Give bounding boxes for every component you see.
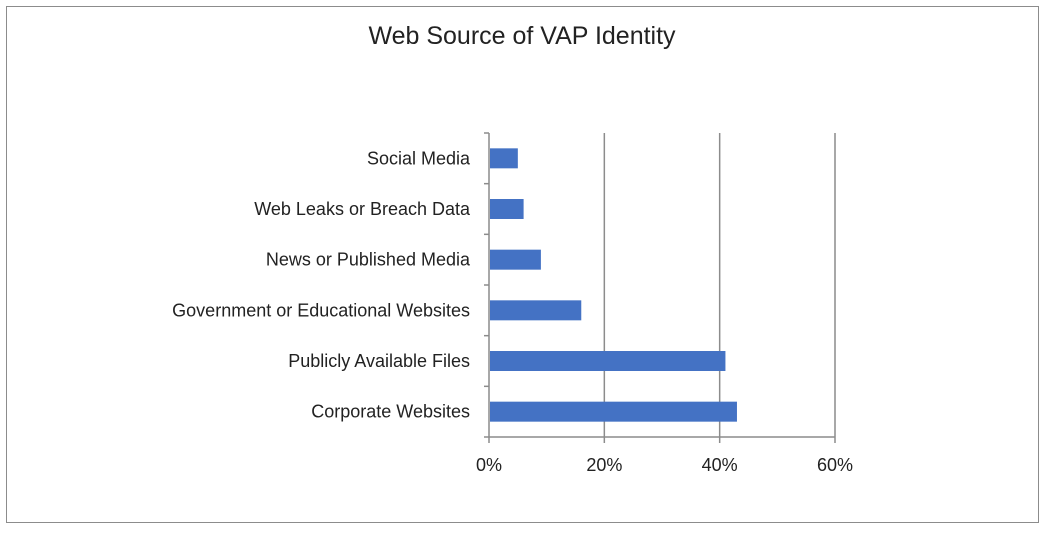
bar: [490, 249, 541, 270]
chart-title: Web Source of VAP Identity: [368, 22, 676, 50]
bar: [490, 199, 524, 219]
chart-frame: [6, 6, 1039, 523]
x-tick-label: 0%: [476, 455, 502, 475]
category-label: Publicly Available Files: [288, 351, 470, 371]
category-label: Social Media: [367, 148, 471, 168]
bar: [490, 401, 737, 422]
x-tick-label: 40%: [702, 455, 738, 475]
bar: [490, 351, 726, 371]
bar: [490, 148, 518, 169]
category-label: News or Published Media: [266, 250, 471, 270]
x-tick-label: 60%: [817, 455, 853, 475]
category-label: Web Leaks or Breach Data: [254, 199, 471, 219]
x-tick-label: 20%: [586, 455, 622, 475]
category-label: Corporate Websites: [311, 402, 470, 422]
bar: [490, 300, 582, 321]
category-label: Government or Educational Websites: [172, 300, 470, 320]
